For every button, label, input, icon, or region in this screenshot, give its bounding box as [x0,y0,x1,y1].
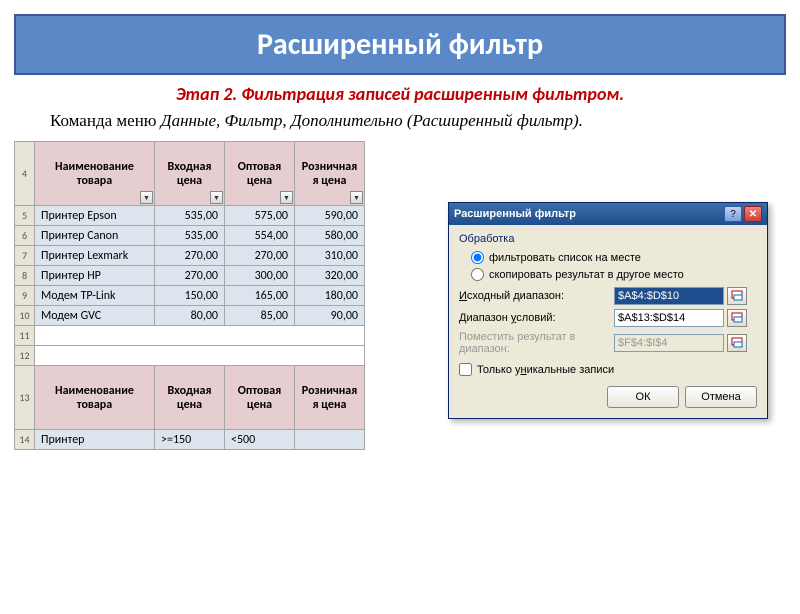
cell[interactable]: 150,00 [155,286,225,306]
cell[interactable]: Принтер Canon [35,226,155,246]
radio-copy-elsewhere[interactable]: скопировать результат в другое место [459,266,757,283]
col-header-label: Входная цена [168,160,212,188]
row-number[interactable]: 10 [15,306,35,326]
filter-dropdown-icon[interactable]: ▼ [210,191,223,204]
filter-dropdown-icon[interactable]: ▼ [140,191,153,204]
row-number[interactable]: 5 [15,206,35,226]
cell[interactable]: Принтер HP [35,266,155,286]
copy-to-input [614,334,724,352]
cell[interactable]: Модем TP-Link [35,286,155,306]
unique-records-check[interactable]: Только уникальные записи [459,363,757,376]
checkbox-label: Только уникальные записи [477,364,614,376]
subtitle: Этап 2. Фильтрация записей расширенным ф… [14,83,786,105]
col-header[interactable]: Оптовая цена [225,366,295,430]
cell[interactable]: 535,00 [155,226,225,246]
empty-cell[interactable] [35,326,365,346]
group-label: Обработка [459,233,757,245]
copy-to-label: Поместить результат в диапазон: [459,331,614,355]
col-header[interactable]: Входная цена ▼ [155,142,225,206]
checkbox-input[interactable] [459,363,472,376]
radio-label: фильтровать список на месте [489,252,641,264]
page-title: Расширенный фильтр [14,14,786,75]
cell[interactable]: 320,00 [295,266,365,286]
col-header[interactable]: Оптовая цена ▼ [225,142,295,206]
cell[interactable]: >=150 [155,430,225,450]
cell[interactable]: Принтер Lexmark [35,246,155,266]
row-number[interactable]: 13 [15,366,35,430]
cell[interactable]: 85,00 [225,306,295,326]
row-number[interactable]: 8 [15,266,35,286]
col-header[interactable]: Розничная я цена ▼ [295,142,365,206]
cell[interactable]: 270,00 [225,246,295,266]
col-header[interactable]: Розничная я цена [295,366,365,430]
row-number[interactable]: 7 [15,246,35,266]
cell[interactable]: Принтер Epson [35,206,155,226]
range-picker-icon[interactable] [727,334,747,352]
row-number[interactable]: 6 [15,226,35,246]
help-icon[interactable]: ? [724,206,742,222]
col-header-label: Наименование товара [55,160,134,188]
cell[interactable]: 270,00 [155,246,225,266]
radio-label: скопировать результат в другое место [489,269,684,281]
advanced-filter-dialog: Расширенный фильтр ? ✕ Обработка фильтро… [448,202,768,419]
dialog-titlebar[interactable]: Расширенный фильтр ? ✕ [449,203,767,225]
cell[interactable]: 310,00 [295,246,365,266]
data-table: 4 Наименование товара ▼ Входная цена ▼ Опт… [14,141,365,450]
cancel-button[interactable]: Отмена [685,386,757,408]
row-number[interactable]: 4 [15,142,35,206]
close-icon[interactable]: ✕ [744,206,762,222]
row-number[interactable]: 11 [15,326,35,346]
filter-dropdown-icon[interactable]: ▼ [280,191,293,204]
col-header-label: Оптовая цена [238,160,281,188]
cell[interactable]: 80,00 [155,306,225,326]
cell[interactable]: 270,00 [155,266,225,286]
cell[interactable]: Модем GVC [35,306,155,326]
range-picker-icon[interactable] [727,287,747,305]
cell[interactable]: 90,00 [295,306,365,326]
col-header[interactable]: Наименование товара ▼ [35,142,155,206]
dialog-title: Расширенный фильтр [454,208,722,220]
cell[interactable]: <500 [225,430,295,450]
col-header-label: Розничная я цена [302,160,357,188]
row-number[interactable]: 9 [15,286,35,306]
cell[interactable]: 580,00 [295,226,365,246]
cell[interactable]: Принтер [35,430,155,450]
col-header[interactable]: Наименование товара [35,366,155,430]
desc-italic: Данные, Фильтр, Дополнительно (Расширенн… [161,111,583,130]
radio-filter-inplace[interactable]: фильтровать список на месте [459,249,757,266]
cell[interactable] [295,430,365,450]
criteria-range-label: Диапазон условий: [459,312,614,324]
row-number[interactable]: 12 [15,346,35,366]
ok-button[interactable]: ОК [607,386,679,408]
range-picker-icon[interactable] [727,309,747,327]
criteria-range-input[interactable] [614,309,724,327]
cell[interactable]: 575,00 [225,206,295,226]
col-header[interactable]: Входная цена [155,366,225,430]
empty-cell[interactable] [35,346,365,366]
cell[interactable]: 165,00 [225,286,295,306]
row-number[interactable]: 14 [15,430,35,450]
cell[interactable]: 554,00 [225,226,295,246]
cell[interactable]: 590,00 [295,206,365,226]
description: Команда меню Данные, Фильтр, Дополнитель… [50,111,750,131]
filter-dropdown-icon[interactable]: ▼ [350,191,363,204]
cell[interactable]: 180,00 [295,286,365,306]
radio-input[interactable] [471,268,484,281]
desc-lead: Команда меню [50,111,161,130]
cell[interactable]: 535,00 [155,206,225,226]
source-range-label: Исходный диапазон: [459,290,614,302]
cell[interactable]: 300,00 [225,266,295,286]
radio-input[interactable] [471,251,484,264]
dialog-body: Обработка фильтровать список на месте ск… [449,225,767,418]
source-range-input[interactable] [614,287,724,305]
